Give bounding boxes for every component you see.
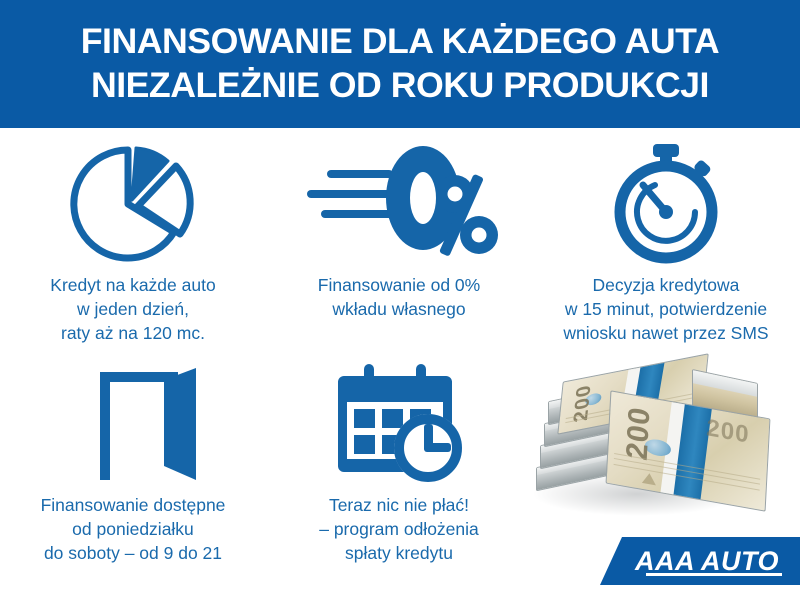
caption-line: od poniedziałku <box>72 519 194 539</box>
money-stacks-photo: 200 200 200 <box>528 353 778 516</box>
logo-underline <box>646 573 782 576</box>
feature-deferred-payment-caption: Teraz nic nie płać! – program odłożenia … <box>319 493 479 565</box>
feature-credit-caption: Kredyt na każde auto w jeden dzień, raty… <box>50 273 215 345</box>
feature-decision-caption: Decyzja kredytowa w 15 minut, potwierdze… <box>563 273 768 345</box>
headline-line-1: FINANSOWANIE DLA KAŻDEGO AUTA <box>80 22 720 61</box>
caption-line: w jeden dzień, <box>77 299 189 319</box>
feature-zero-percent: Finansowanie od 0% wkładu własnego <box>266 142 532 321</box>
aaa-auto-logo[interactable]: AAA AUTO <box>600 537 800 585</box>
feature-deferred-payment: Teraz nic nie płać! – program odłożenia … <box>266 362 532 565</box>
caption-line: wkładu własnego <box>332 299 466 319</box>
caption-line: Decyzja kredytowa <box>592 275 740 295</box>
open-door-icon <box>58 362 208 487</box>
caption-line: Finansowanie od 0% <box>317 275 481 295</box>
banner-header: FINANSOWANIE DLA KAŻDEGO AUTA NIEZALEŻNI… <box>0 0 800 128</box>
feature-opening-hours-caption: Finansowanie dostępne od poniedziałku do… <box>41 493 226 565</box>
caption-line: spłaty kredytu <box>345 543 453 563</box>
feature-opening-hours: Finansowanie dostępne od poniedziałku do… <box>0 362 266 565</box>
caption-line: do soboty – od 9 do 21 <box>43 543 223 563</box>
calendar-clock-icon <box>324 362 474 487</box>
caption-line: Teraz nic nie płać! <box>328 495 470 515</box>
caption-line: w 15 minut, potwierdzenie <box>564 299 768 319</box>
caption-line: wniosku nawet przez SMS <box>563 323 769 343</box>
pie-chart-icon <box>58 142 208 267</box>
caption-line: Kredyt na każde auto <box>50 275 216 295</box>
stopwatch-icon <box>591 142 741 267</box>
logo-text: AAA AUTO <box>635 545 779 576</box>
logo-background <box>600 537 800 585</box>
feature-credit: Kredyt na każde auto w jeden dzień, raty… <box>0 142 266 345</box>
headline-line-2: NIEZALEŻNIE OD ROKU PRODUKCJI <box>91 66 709 105</box>
caption-line: Finansowanie dostępne <box>40 495 226 515</box>
feature-zero-percent-caption: Finansowanie od 0% wkładu własnego <box>318 273 480 321</box>
feature-decision: Decyzja kredytowa w 15 minut, potwierdze… <box>532 142 800 345</box>
caption-line: raty aż na 120 mc. <box>61 323 205 343</box>
zero-percent-icon <box>299 142 499 267</box>
caption-line: – program odłożenia <box>319 519 479 539</box>
